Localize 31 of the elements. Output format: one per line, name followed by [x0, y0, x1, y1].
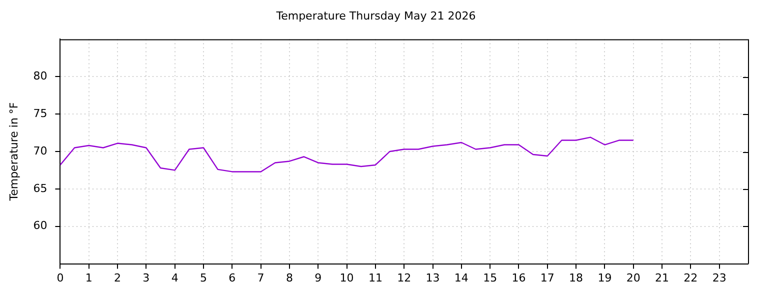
x-tick-label: 7 — [257, 271, 264, 284]
x-tick-label: 20 — [626, 271, 640, 284]
x-tick-label: 12 — [397, 271, 412, 284]
x-tick-label: 14 — [454, 271, 468, 284]
x-tick-label: 16 — [512, 271, 526, 284]
x-tick-label: 0 — [56, 271, 64, 284]
x-tick-label: 17 — [540, 271, 554, 284]
x-tick-label: 13 — [426, 271, 440, 284]
y-tick-label: 80 — [33, 69, 48, 82]
y-tick-label: 60 — [33, 219, 48, 232]
x-tick-label: 1 — [85, 271, 92, 284]
x-tick-label: 5 — [200, 271, 207, 284]
y-tick-label: 65 — [33, 182, 48, 195]
x-tick-label: 11 — [368, 271, 382, 284]
y-tick-label: 75 — [33, 106, 48, 120]
x-tick-label: 19 — [598, 271, 612, 284]
chart-title: Temperature Thursday May 21 2026 — [275, 9, 476, 22]
x-tick-label: 18 — [569, 271, 584, 284]
x-tick-label: 21 — [655, 271, 670, 284]
x-tick-label: 22 — [684, 271, 698, 284]
x-tick-label: 2 — [114, 271, 122, 284]
x-tick-label: 3 — [142, 271, 150, 284]
x-tick-label: 10 — [340, 271, 354, 284]
x-tick-label: 23 — [712, 271, 726, 284]
x-tick-label: 9 — [314, 271, 322, 284]
x-tick-label: 4 — [171, 271, 178, 284]
x-tick-label: 15 — [483, 271, 498, 284]
x-tick-label: 8 — [286, 271, 293, 284]
x-tick-label: 6 — [228, 271, 236, 284]
y-tick-label: 70 — [33, 144, 48, 158]
y-axis-title: Temperature in °F — [7, 102, 20, 202]
